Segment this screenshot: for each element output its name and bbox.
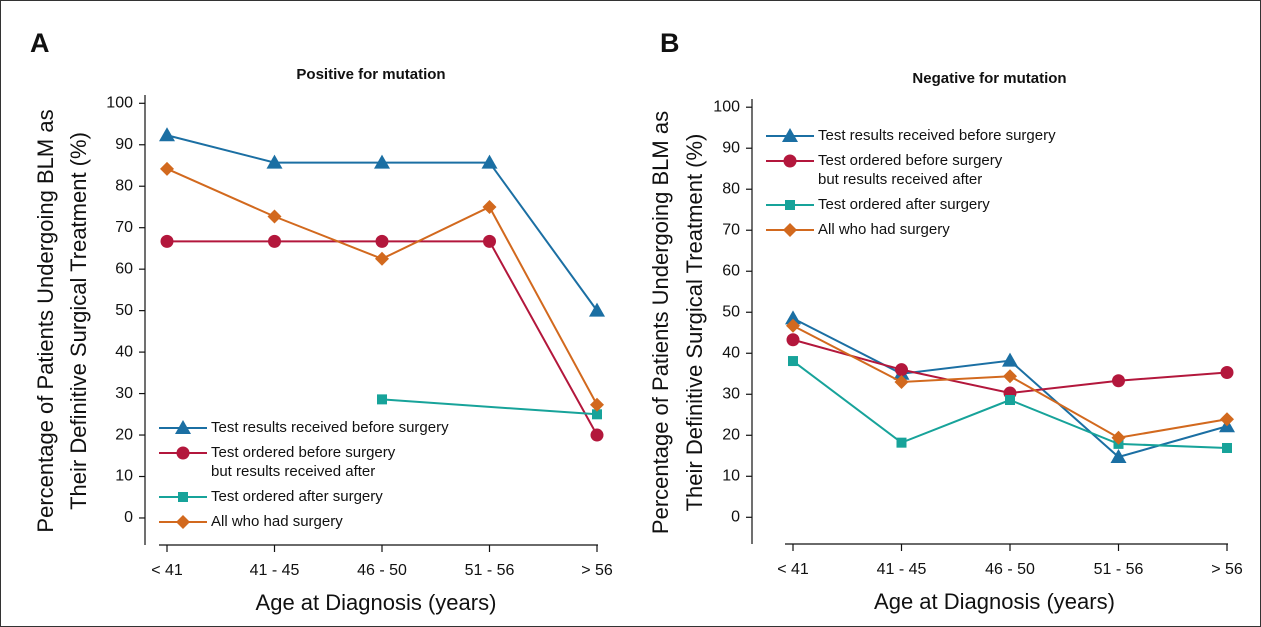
y-axis-label: Their Definitive Surgical Treatment (%) <box>682 134 707 512</box>
legend-label: Test ordered after surgery <box>211 488 383 505</box>
x-tick-label: 51 - 56 <box>465 562 515 579</box>
legend-label: Test ordered before surgery but results r… <box>818 152 1003 188</box>
y-tick-label: 30 <box>115 385 133 402</box>
x-tick-label: < 41 <box>777 561 809 578</box>
chart-title: Negative for mutation <box>912 70 1066 87</box>
marker <box>589 302 605 317</box>
marker <box>1003 369 1017 384</box>
y-tick-label: 0 <box>124 509 133 526</box>
series-line <box>166 167 598 406</box>
y-tick-label: 80 <box>115 177 133 194</box>
marker <box>483 234 496 248</box>
legend-marker <box>783 223 797 237</box>
marker <box>592 409 602 420</box>
x-tick-label: > 56 <box>1211 561 1243 578</box>
marker <box>785 310 801 325</box>
marker <box>1112 374 1125 388</box>
legend-marker <box>785 200 795 210</box>
marker <box>266 154 283 169</box>
marker <box>895 363 908 377</box>
legend-label: Test ordered before surgery but results r… <box>211 444 396 480</box>
marker <box>481 154 498 169</box>
x-tick-label: 46 - 50 <box>985 561 1035 578</box>
x-tick-label: > 56 <box>581 562 613 579</box>
marker <box>894 374 909 389</box>
y-tick-label: 100 <box>713 98 740 115</box>
legend-marker <box>783 154 797 168</box>
marker <box>377 394 387 405</box>
y-tick-label: 40 <box>722 344 740 361</box>
marker <box>1110 449 1127 464</box>
marker <box>590 397 604 412</box>
y-tick-label: 20 <box>115 426 133 443</box>
chart-title: Positive for mutation <box>296 66 445 83</box>
marker <box>160 234 174 248</box>
marker <box>159 127 175 142</box>
legend-marker <box>178 492 188 502</box>
legend-marker <box>175 420 191 434</box>
legend-label: All who had surgery <box>818 221 950 238</box>
panel-label: B <box>660 28 680 58</box>
y-tick-label: 50 <box>115 302 133 319</box>
marker <box>375 234 389 248</box>
x-tick-label: 41 - 45 <box>250 562 300 579</box>
marker <box>268 234 281 248</box>
marker <box>267 209 282 224</box>
y-tick-label: 70 <box>722 221 740 238</box>
y-axis-label: Their Definitive Surgical Treatment (%) <box>66 132 91 510</box>
marker <box>160 161 174 176</box>
marker <box>896 437 907 448</box>
y-tick-label: 40 <box>115 343 133 360</box>
marker <box>786 318 800 333</box>
marker <box>1002 352 1018 367</box>
y-tick-label: 90 <box>115 136 133 153</box>
y-tick-label: 60 <box>115 260 133 277</box>
marker <box>1220 366 1234 380</box>
legend-marker <box>782 128 798 142</box>
y-axis-label: Percentage of Patients Undergoing BLM as <box>648 111 673 534</box>
marker <box>1220 412 1234 427</box>
y-tick-label: 50 <box>722 303 740 320</box>
x-tick-label: < 41 <box>151 562 183 579</box>
y-tick-label: 70 <box>115 219 133 236</box>
marker <box>590 428 604 442</box>
legend-marker <box>176 515 190 529</box>
legend-label: Test results received before surgery <box>211 419 449 436</box>
x-axis-label: Age at Diagnosis (years) <box>874 589 1115 614</box>
y-axis-label: Percentage of Patients Undergoing BLM as <box>33 109 58 532</box>
x-tick-label: 46 - 50 <box>357 562 407 579</box>
y-tick-label: 30 <box>722 385 740 402</box>
x-tick-label: 41 - 45 <box>877 561 927 578</box>
y-tick-label: 0 <box>731 509 740 526</box>
legend-label: All who had surgery <box>211 513 343 530</box>
marker <box>1111 430 1126 445</box>
y-tick-label: 90 <box>722 139 740 156</box>
series-line <box>167 240 598 436</box>
y-tick-label: 80 <box>722 180 740 197</box>
panel-label: A <box>30 28 50 58</box>
marker <box>1005 395 1015 406</box>
legend-label: Test ordered after surgery <box>818 196 990 213</box>
marker <box>482 199 497 214</box>
y-tick-label: 20 <box>722 426 740 443</box>
marker <box>375 251 389 266</box>
marker <box>786 333 800 347</box>
legend-label: Test results received before surgery <box>818 127 1056 144</box>
y-tick-label: 10 <box>115 468 133 485</box>
marker <box>374 154 390 169</box>
y-tick-label: 60 <box>722 262 740 279</box>
y-tick-label: 100 <box>106 95 133 112</box>
marker <box>1222 442 1232 453</box>
legend-marker <box>176 446 190 460</box>
y-tick-label: 10 <box>722 468 740 485</box>
marker <box>788 356 798 367</box>
series-line <box>381 398 598 416</box>
x-axis-label: Age at Diagnosis (years) <box>256 590 497 615</box>
x-tick-label: 51 - 56 <box>1094 561 1144 578</box>
